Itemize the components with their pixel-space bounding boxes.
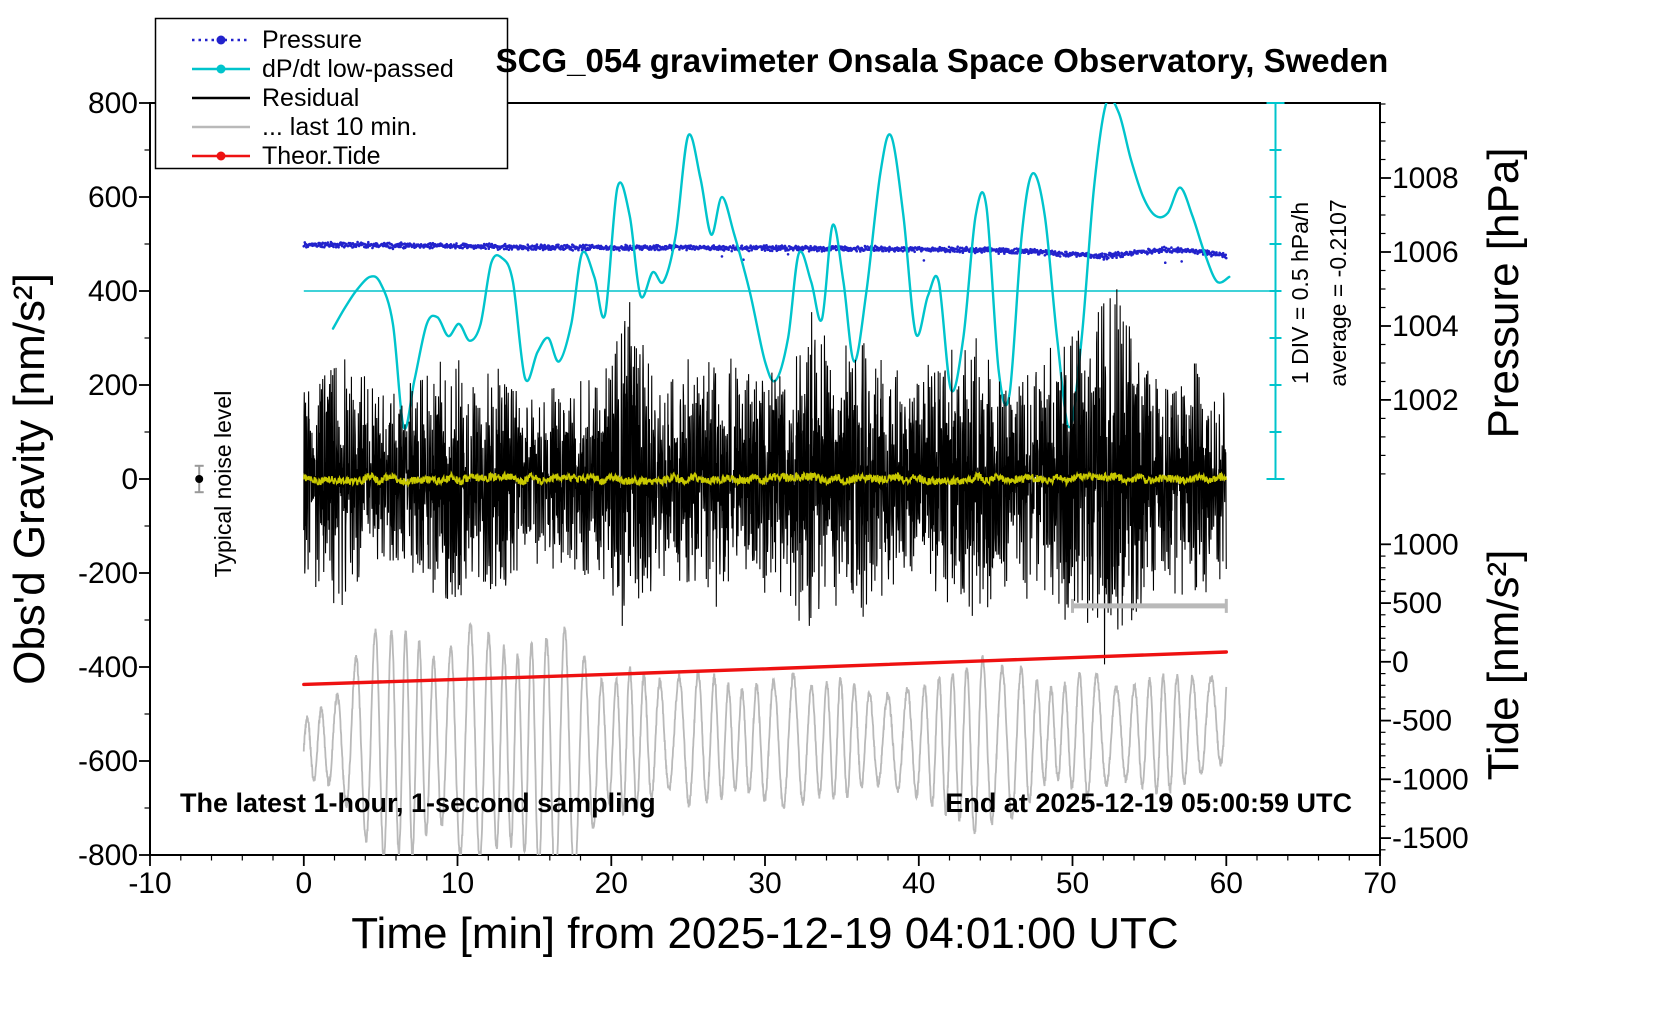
legend-item-theor-tide: Theor.Tide: [192, 142, 381, 170]
div-scale-label: 1 DIV = 0.5 hPa/h: [1287, 202, 1313, 384]
legend-label: Pressure: [262, 26, 362, 54]
tide-tick-label: 500: [1392, 587, 1442, 620]
pressure-tick-label: 1004: [1392, 310, 1459, 343]
gravity-tick-label: 800: [88, 87, 138, 120]
x-tick-label: 50: [1056, 867, 1089, 900]
legend-box: [154, 17, 509, 170]
legend-label: Theor.Tide: [262, 142, 381, 170]
x-tick-label: 70: [1363, 867, 1396, 900]
ten-min-scale-bar: [1071, 598, 1228, 613]
tide-tick-label: -1500: [1392, 822, 1469, 855]
pressure-tick-label: 1002: [1392, 384, 1459, 417]
pressure-tick-label: 1006: [1392, 236, 1459, 269]
series-residual-low-passed: [302, 470, 1228, 488]
gravity-tick-label: -200: [78, 557, 138, 590]
labels: SCG_054 gravimeter Onsala Space Observat…: [5, 42, 1528, 958]
noise-level-label: Typical noise level: [210, 391, 236, 578]
series-theor-tide: [302, 650, 1228, 687]
x-tick-label: 0: [295, 867, 312, 900]
gravity-tick-label: -800: [78, 839, 138, 872]
legend-item-dp-dt-low-passed: dP/dt low-passed: [192, 55, 454, 83]
tide-tick-label: -1000: [1392, 763, 1469, 796]
series: [302, 103, 1276, 855]
x-tick-label: 20: [595, 867, 628, 900]
x-tick-label: 40: [902, 867, 935, 900]
x-tick-label: -10: [128, 867, 171, 900]
gravity-tick-label: 0: [121, 463, 138, 496]
axes: 1002100410061008-1500-1000-50005001000-1…: [78, 87, 1469, 900]
chart-title: SCG_054 gravimeter Onsala Space Observat…: [496, 42, 1389, 79]
series-residual: [303, 289, 1227, 665]
gravity-tick-label: -600: [78, 745, 138, 778]
legend-label: ... last 10 min.: [262, 113, 418, 141]
legend-item-pressure: Pressure: [192, 26, 362, 54]
legend-item-last-10-min: ... last 10 min.: [192, 113, 418, 141]
pressure-axis-title: Pressure [hPa]: [1479, 147, 1528, 438]
average-label: average = -0.2107: [1325, 199, 1351, 386]
noise-level-marker: [194, 464, 204, 494]
gravity-tick-label: 600: [88, 181, 138, 214]
pressure-tick-label: 1008: [1392, 162, 1459, 195]
sampling-note: The latest 1-hour, 1-second sampling: [180, 788, 656, 818]
markers: [194, 102, 1285, 613]
x-tick-label: 60: [1210, 867, 1243, 900]
legend-label: Residual: [262, 84, 359, 112]
x-axis-title: Time [min] from 2025-12-19 04:01:00 UTC: [351, 909, 1178, 958]
series-dp-dt-low-passed: [331, 103, 1231, 430]
legend-label: dP/dt low-passed: [262, 55, 454, 83]
gravity-axis-title: Obs'd Gravity [nm/s²]: [5, 273, 54, 685]
noise-level-dot: [195, 475, 204, 483]
tide-tick-label: 1000: [1392, 528, 1459, 561]
div-scale-bar: [1266, 102, 1285, 480]
x-tick-label: 10: [441, 867, 474, 900]
tide-tick-label: -500: [1392, 705, 1452, 738]
legend-item-residual: Residual: [192, 84, 359, 112]
end-time-note: End at 2025-12-19 05:00:59 UTC: [945, 788, 1352, 818]
series-last-10-min: [302, 622, 1228, 855]
gravity-tick-label: 200: [88, 369, 138, 402]
x-tick-label: 30: [748, 867, 781, 900]
gravity-tick-label: -400: [78, 651, 138, 684]
gravity-tick-label: 400: [88, 275, 138, 308]
tide-tick-label: 0: [1392, 646, 1409, 679]
tide-axis-title: Tide [nm/s²]: [1479, 550, 1528, 781]
